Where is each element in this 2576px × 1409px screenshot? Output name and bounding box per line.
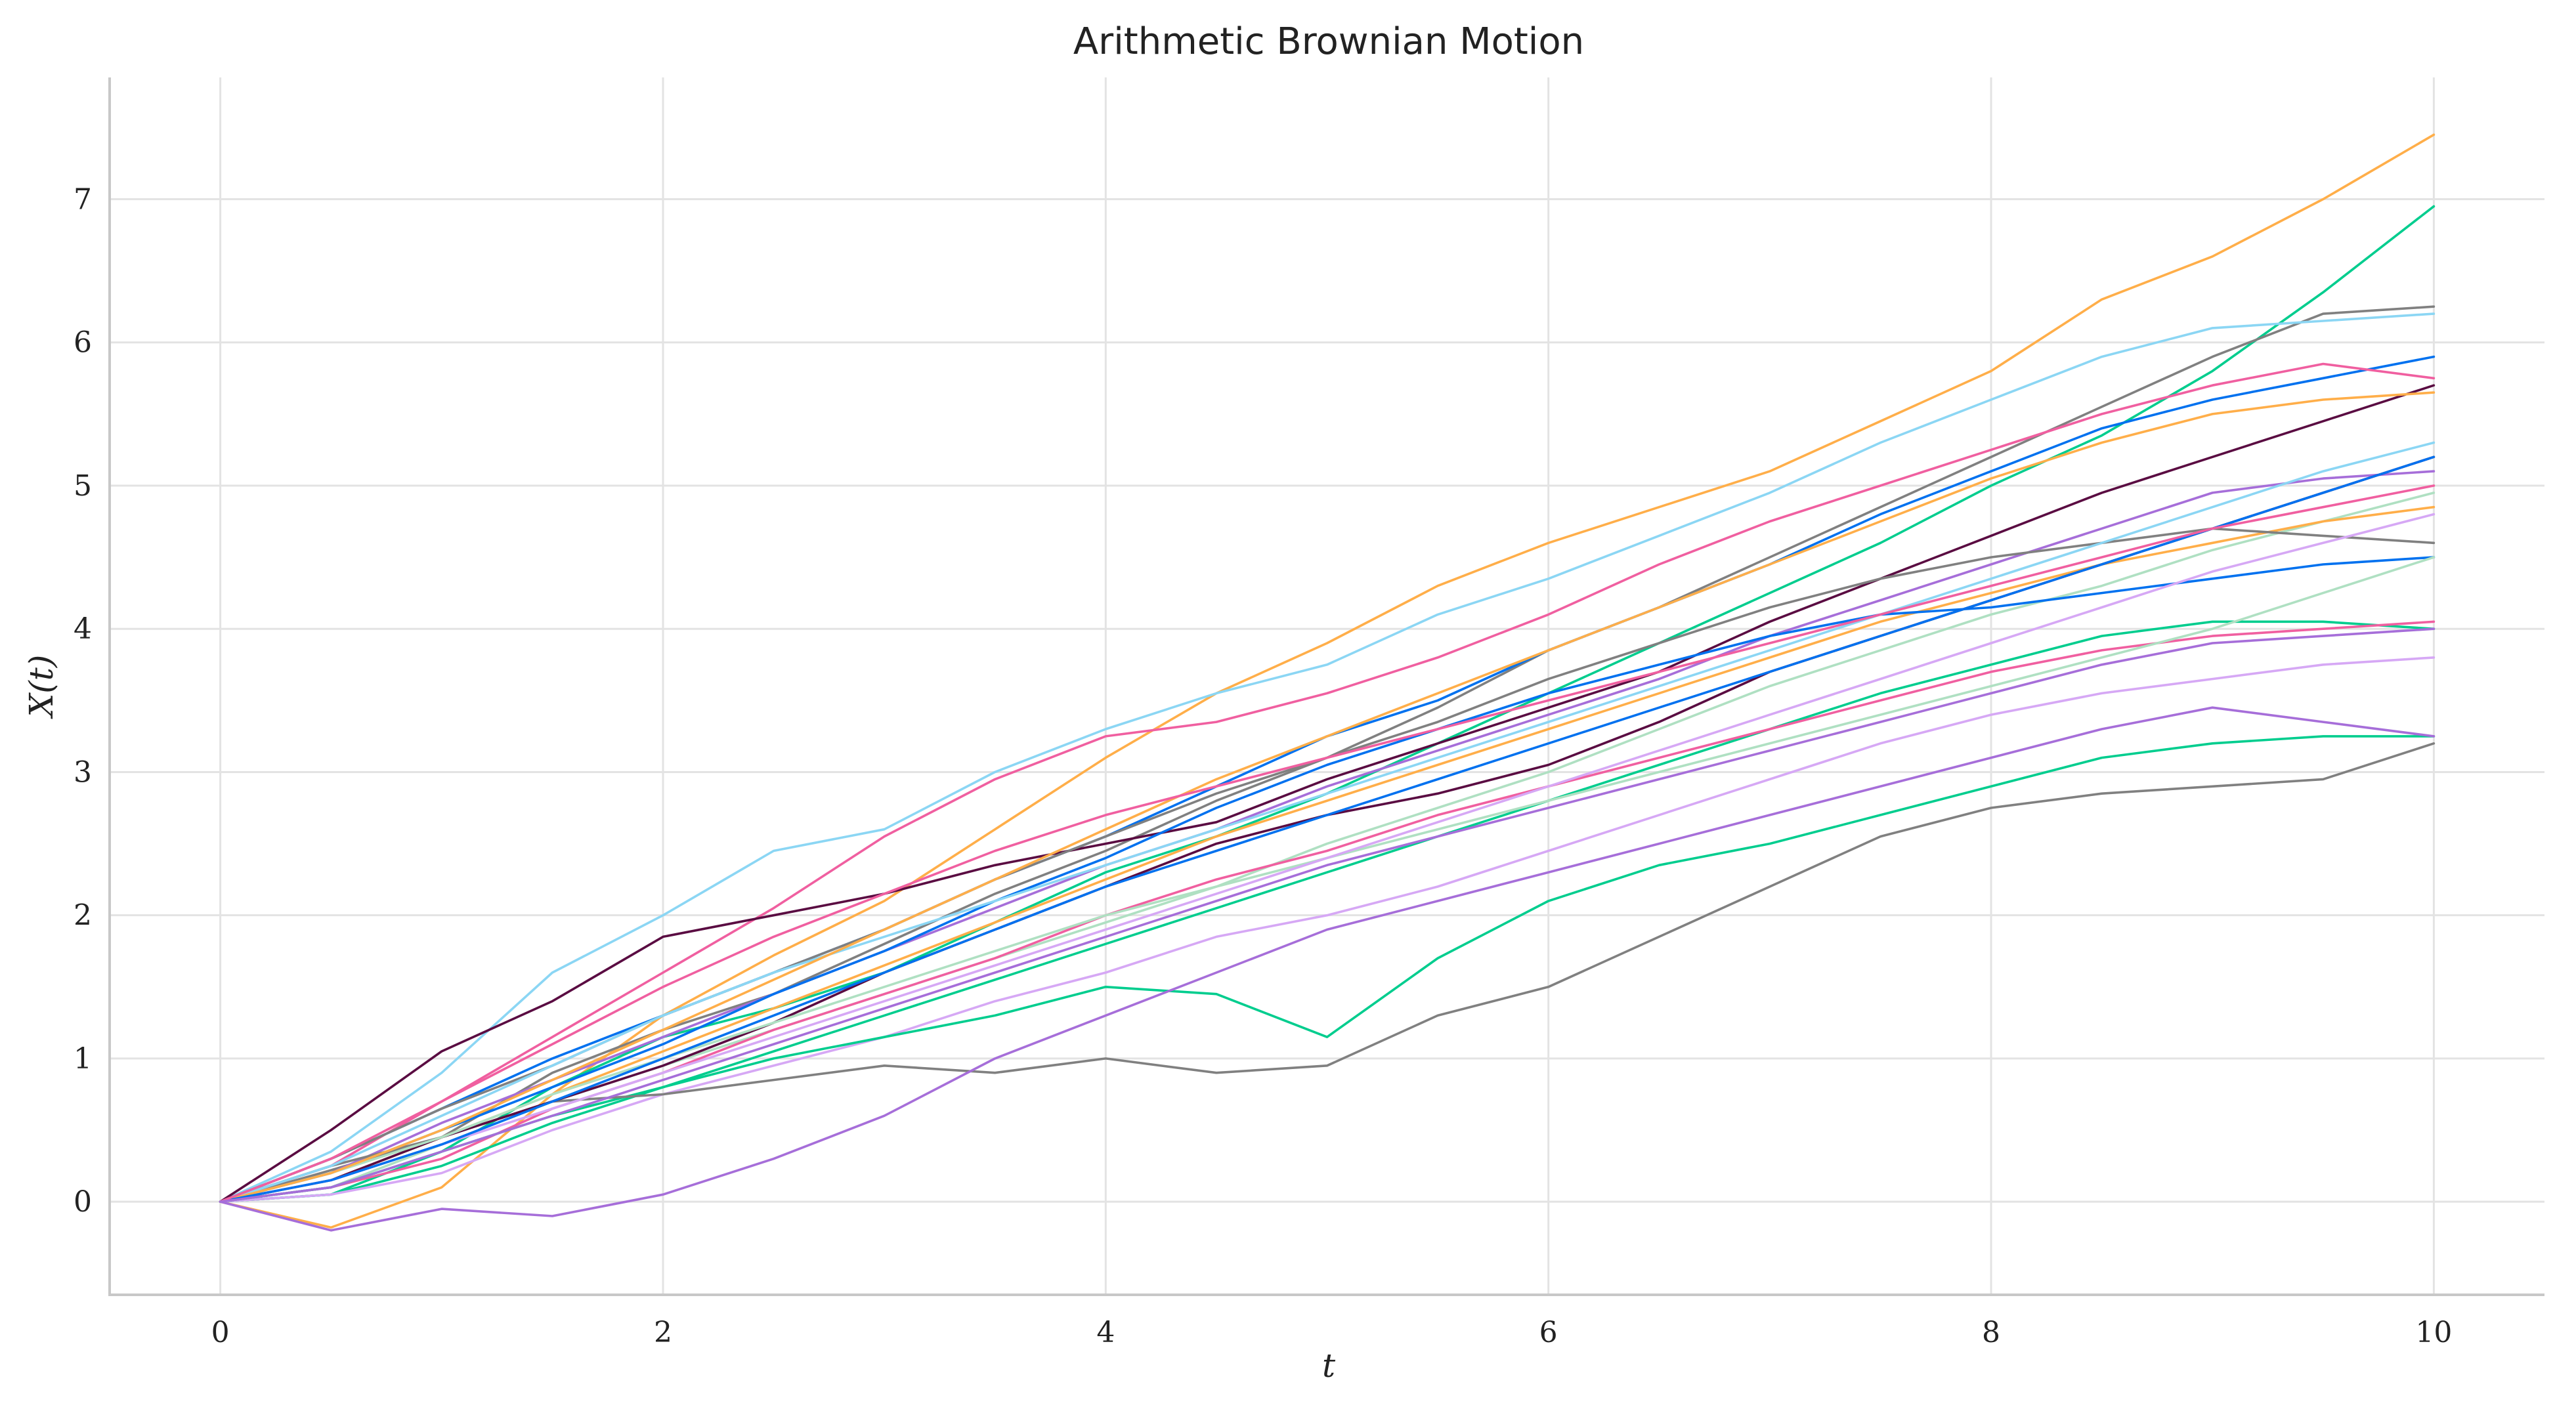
x-tick-label: 8	[1982, 1316, 2000, 1349]
x-tick-label: 0	[211, 1316, 230, 1349]
series-line-21	[219, 556, 2436, 1203]
series-line-13	[219, 556, 2436, 1203]
y-tick-label: 5	[74, 469, 92, 503]
series-line-18	[219, 706, 2436, 1232]
series-line-23	[219, 391, 2436, 1203]
y-tick-label: 3	[74, 755, 92, 789]
chart-title: Arithmetic Brownian Motion	[1073, 20, 1584, 63]
series-line-1	[219, 133, 2436, 1229]
x-tick-label: 2	[654, 1316, 672, 1349]
series-lines	[219, 133, 2436, 1232]
series-line-17	[219, 742, 2436, 1203]
axes-spines	[108, 77, 2544, 1296]
y-tick-label: 0	[74, 1185, 92, 1219]
x-tick-label: 10	[2415, 1316, 2452, 1349]
x-axis-label: t	[1322, 1347, 1336, 1385]
y-tick-label: 4	[74, 612, 92, 646]
series-line-16	[219, 735, 2436, 1203]
y-tick-label: 7	[74, 183, 92, 217]
y-axis-label: X(t)	[22, 655, 60, 720]
series-line-10	[219, 505, 2436, 1203]
series-line-7	[219, 384, 2436, 1203]
series-line-4	[219, 312, 2436, 1203]
grid	[110, 77, 2544, 1295]
series-line-22	[219, 513, 2436, 1203]
axes	[108, 77, 2544, 1296]
y-tick-label: 1	[74, 1042, 92, 1076]
series-line-25	[219, 484, 2436, 1203]
y-tick-labels: 0 1 2 3 4 5 6 7	[74, 183, 92, 1219]
y-tick-label: 6	[74, 326, 92, 360]
x-tick-label: 4	[1096, 1316, 1115, 1349]
series-line-20	[219, 455, 2436, 1203]
series-line-6	[219, 362, 2436, 1203]
x-tick-label: 6	[1539, 1316, 1558, 1349]
series-line-15	[219, 656, 2436, 1203]
x-tick-labels: 0 2 4 6 8 10	[211, 1316, 2453, 1349]
series-line-11	[219, 620, 2436, 1203]
y-tick-label: 2	[74, 899, 92, 933]
series-line-24	[219, 455, 2436, 1203]
series-line-19	[219, 441, 2436, 1203]
series-line-3	[219, 305, 2436, 1203]
series-line-8	[219, 470, 2436, 1203]
series-line-26	[219, 627, 2436, 1203]
